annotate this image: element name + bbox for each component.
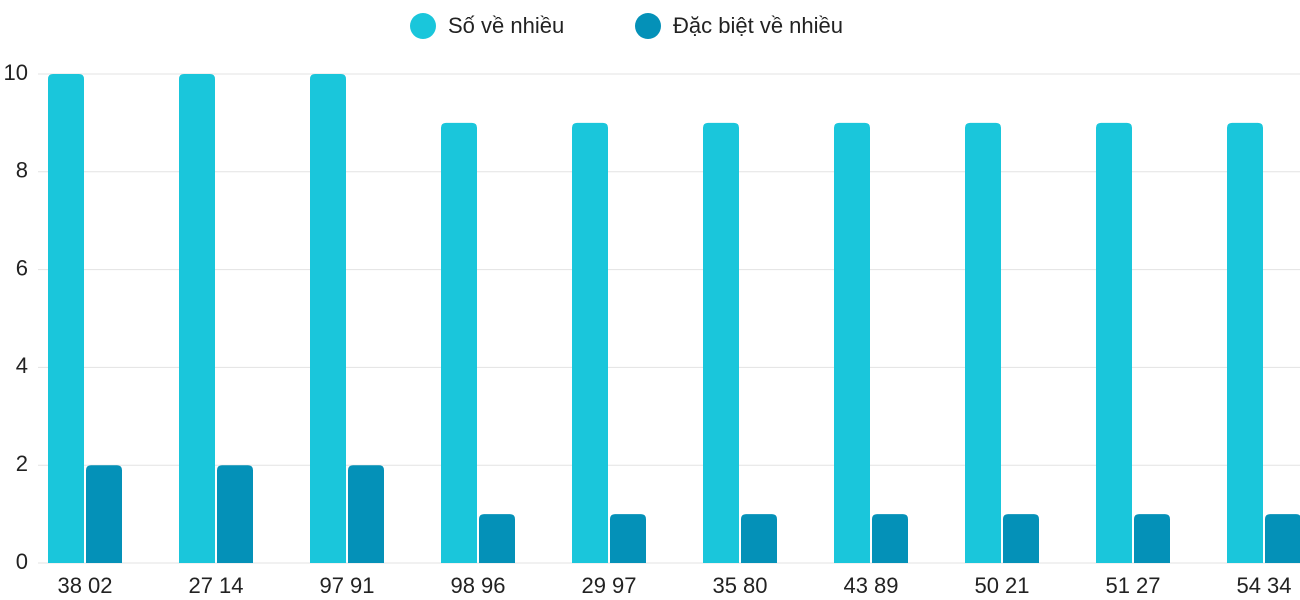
- x-tick-label: 97 91: [319, 573, 374, 598]
- bar: [1227, 122, 1263, 564]
- x-tick-label: 54 34: [1236, 573, 1291, 598]
- bar: [179, 74, 215, 563]
- x-tick-label: 29 97: [581, 573, 636, 598]
- bar: [834, 122, 870, 564]
- bar: [965, 122, 1001, 564]
- legend-marker: [410, 13, 436, 39]
- bar: [1265, 514, 1300, 563]
- x-tick-label: 35 80: [712, 573, 767, 598]
- bar: [610, 514, 646, 563]
- x-tick-label: 51 27: [1105, 573, 1160, 598]
- bar: [348, 465, 384, 563]
- bar: [1134, 514, 1170, 563]
- legend-marker: [635, 13, 661, 39]
- x-tick-label: 38 02: [57, 573, 112, 598]
- bar: [217, 465, 253, 563]
- bar: [872, 514, 908, 563]
- y-tick-label: 2: [16, 451, 28, 476]
- y-tick-label: 10: [4, 60, 28, 85]
- bar: [310, 74, 346, 563]
- x-tick-label: 43 89: [843, 573, 898, 598]
- y-tick-label: 6: [16, 255, 28, 280]
- bar: [572, 122, 608, 564]
- bar: [1096, 122, 1132, 564]
- x-tick-label: 98 96: [450, 573, 505, 598]
- bar: [86, 465, 122, 563]
- bar: [441, 122, 477, 564]
- y-tick-label: 4: [16, 353, 28, 378]
- bar: [703, 122, 739, 564]
- x-tick-label: 27 14: [188, 573, 243, 598]
- x-tick-label: 50 21: [974, 573, 1029, 598]
- legend-label: Đặc biệt về nhiều: [673, 13, 843, 38]
- y-tick-label: 0: [16, 549, 28, 574]
- legend-label: Số về nhiều: [448, 13, 564, 38]
- bar: [48, 74, 84, 563]
- y-tick-label: 8: [16, 158, 28, 183]
- bar: [741, 514, 777, 563]
- bar: [1003, 514, 1039, 563]
- bar: [479, 514, 515, 563]
